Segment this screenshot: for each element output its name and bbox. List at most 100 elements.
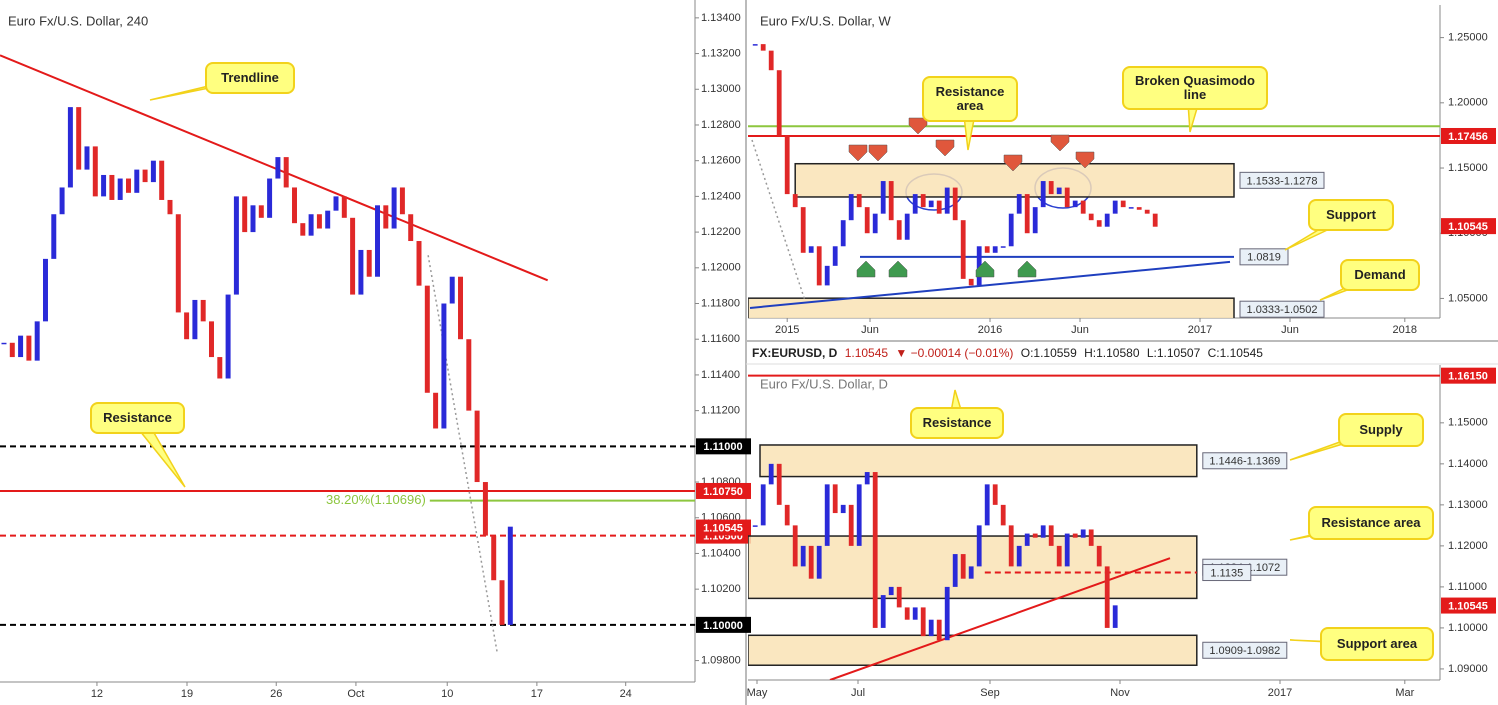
candle [275, 157, 281, 179]
y-tick-label: 1.12000 [1448, 540, 1488, 552]
callout: Trendline [205, 62, 295, 94]
candle [300, 223, 306, 236]
candle [1000, 504, 1006, 526]
y-tick-label: 1.10200 [701, 583, 741, 595]
candle [1032, 533, 1038, 538]
panel-title: Euro Fx/U.S. Dollar, 240 [8, 13, 148, 28]
down-arrow [935, 139, 955, 157]
price-tag [696, 519, 751, 536]
callout: Resistance area [1308, 506, 1434, 540]
x-tick-label: 24 [620, 688, 632, 700]
price-tag [696, 616, 751, 633]
candle [952, 187, 958, 221]
up-arrow [975, 260, 995, 278]
candle [18, 335, 24, 358]
zone-label: 1.0909-1.0982 [1209, 645, 1280, 657]
down-arrow [1050, 134, 1070, 152]
candle [333, 196, 339, 211]
y-tick-label: 1.25000 [1448, 32, 1488, 44]
y-tick-label: 1.12800 [701, 119, 741, 131]
zone [759, 444, 1198, 478]
candle [880, 181, 886, 214]
price-tag-label: 1.16150 [1448, 371, 1488, 383]
candle [200, 299, 206, 322]
candle [792, 194, 798, 208]
x-tick-label: Jul [851, 687, 865, 699]
close: C:1.10545 [1207, 346, 1263, 360]
candle [1104, 213, 1110, 227]
candle [792, 525, 798, 567]
candle [341, 196, 347, 218]
candle [92, 146, 98, 197]
y-tick-label: 1.15000 [1448, 162, 1488, 174]
candle [912, 607, 918, 620]
candle [1032, 207, 1038, 234]
price-tag [1441, 218, 1496, 235]
candle [848, 194, 854, 221]
candle [976, 525, 982, 567]
level-label-box [1202, 564, 1252, 582]
x-tick-label: Sep [980, 687, 1000, 699]
candle [383, 205, 389, 229]
candle [776, 70, 782, 136]
candle [984, 246, 990, 253]
zone-label-box [1202, 452, 1288, 470]
candle [872, 213, 878, 234]
y-tick-label: 1.09800 [701, 654, 741, 666]
candle [832, 484, 838, 514]
x-tick-label: 12 [91, 688, 103, 700]
change: ▼ −0.00014 (−0.01%) [895, 346, 1014, 360]
candle [167, 199, 173, 215]
y-tick-label: 1.13000 [701, 83, 741, 95]
candle [824, 484, 830, 546]
callout: Broken Quasimodo line [1122, 66, 1268, 110]
y-tick-label: 1.13200 [701, 47, 741, 59]
panel-title: Euro Fx/U.S. Dollar, D [760, 376, 888, 391]
candle [1080, 200, 1086, 214]
candle [192, 299, 198, 340]
plot-area [748, 44, 1440, 318]
x-tick-label: 2016 [978, 324, 1002, 336]
price-tag-label: 1.10545 [1448, 221, 1488, 233]
level-label: 1.1135 [1210, 567, 1243, 579]
price-tag-label: 1.11000 [703, 441, 742, 453]
candle [856, 484, 862, 546]
candle [449, 276, 455, 304]
candle [920, 194, 926, 208]
candle [34, 321, 40, 361]
candle [752, 44, 758, 46]
candle [1048, 525, 1054, 546]
y-tick-label: 1.20000 [1448, 97, 1488, 109]
candle [491, 535, 497, 581]
candle [325, 210, 331, 229]
candle [968, 278, 974, 286]
zone-label-box [1239, 171, 1325, 189]
candle [1112, 605, 1118, 628]
zone-label-box [1239, 300, 1325, 318]
candle [1000, 246, 1006, 248]
candle [848, 504, 854, 546]
candle [9, 342, 15, 358]
candle [880, 595, 886, 628]
y-tick-label: 1.12400 [701, 190, 741, 202]
candle [101, 174, 107, 197]
candle [1056, 545, 1062, 567]
candle [26, 335, 32, 361]
zone-label: 1.1446-1.1369 [1209, 456, 1280, 468]
up-arrow [888, 260, 908, 278]
x-tick-label: Nov [1110, 687, 1130, 699]
candle [944, 586, 950, 641]
candle [507, 526, 513, 625]
y-tick-label: 1.11200 [701, 405, 740, 417]
candle [441, 303, 447, 429]
candle [800, 207, 806, 253]
candle [888, 181, 894, 221]
candle [209, 321, 214, 358]
x-tick-label: 2017 [1268, 687, 1292, 699]
candle [760, 44, 766, 51]
candle [776, 463, 782, 505]
candle [1040, 181, 1046, 208]
candle [258, 205, 264, 218]
candle [896, 220, 902, 240]
